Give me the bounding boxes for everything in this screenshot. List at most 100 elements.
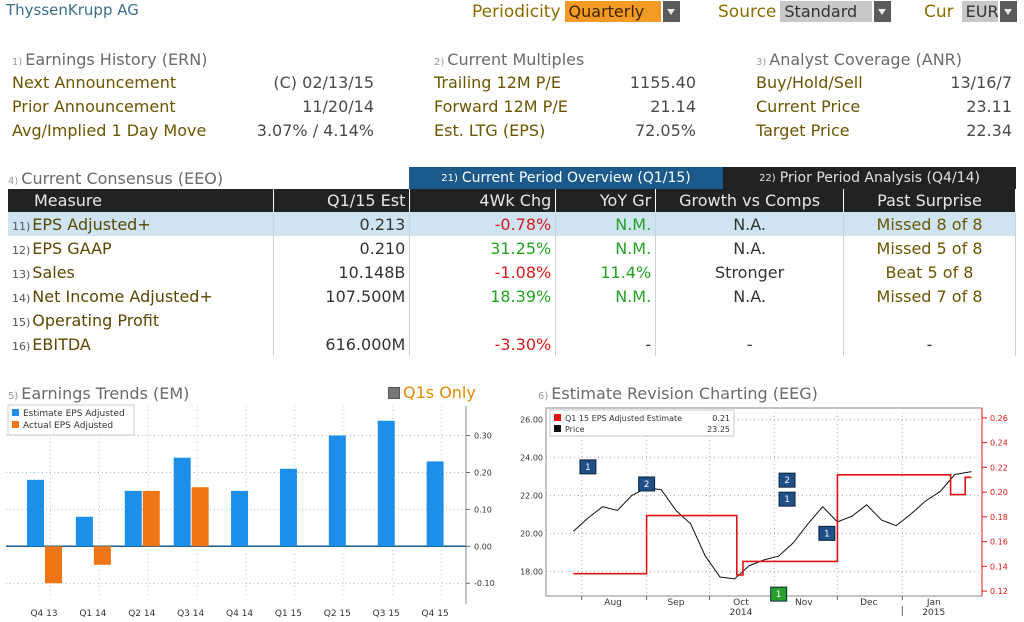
bar-estimate[interactable] [27,479,44,547]
col-header-past-surprise[interactable]: Past Surprise [843,189,1016,212]
table-row[interactable]: 12) EPS GAAP 0.210 31.25% N.M. N.A. Missed 5 o… [8,236,1016,260]
tab-current-period-overview[interactable]: 21) Current Period Overview (Q1/15) [409,167,723,189]
bar-estimate[interactable] [426,461,444,547]
y-tick-label: 0.10 [474,505,492,514]
section-number: 5) [8,391,19,402]
revision-annotation-badge[interactable] [638,476,656,492]
col-header-estimate[interactable]: Q1/15 Est [273,189,411,212]
past-surprise-cell: Beat 5 of 8 [843,260,1016,284]
earnings-trends-title[interactable]: 5) Earnings Trends (EM) [8,384,189,403]
forward-pe-value: 21.14 [650,97,696,116]
measure-cell: 15) Operating Profit [8,308,275,332]
estimate-series-line[interactable] [573,474,972,576]
col-header-4wk-chg[interactable]: 4Wk Chg [409,189,557,212]
currency-control: Cur EUR [924,0,1017,23]
bar-estimate[interactable] [124,490,142,547]
measure-cell: 12) EPS GAAP [8,236,275,260]
q1s-only-label: Q1s Only [403,383,476,402]
tab-prior-period-analysis[interactable]: 22) Prior Period Analysis (Q4/14) [723,167,1016,189]
q1s-only-toggle[interactable]: Q1s Only [388,383,476,402]
current-price-label: Current Price [756,97,861,116]
legend-box [549,409,735,437]
earnings-history-title[interactable]: 1) Earnings History (ERN) [12,50,207,69]
y-tick-label: -0.10 [474,579,495,588]
next-announcement-label: Next Announcement [12,73,177,92]
estimate-revision-chart[interactable]: 26.00 24.00 22.00 20.00 18.00 Aug Sep Oct Nov Dec… [512,402,1022,622]
section-title-text: Estimate Revision Charting (EEG) [551,384,818,403]
left-tick-label: 24.00 [520,453,543,462]
periodicity-dropdown-icon[interactable] [662,1,680,22]
bar-actual[interactable] [191,487,209,547]
analyst-coverage-title[interactable]: 3) Analyst Coverage (ANR) [756,50,962,69]
x-tick-label: Q2 14 [128,609,155,619]
legend-label: Price [565,425,585,434]
right-tick-label: 0.20 [990,488,1008,497]
left-tick-label: 18.00 [520,567,543,576]
tab-label: Current Period Overview (Q1/15) [461,170,691,186]
table-row[interactable]: 14) Net Income Adjusted+ 107.500M 18.39% N.M… [8,284,1016,308]
prior-announcement-value: 11/20/14 [302,97,374,116]
left-tick-label: 20.00 [520,529,543,538]
col-header-measure[interactable]: Measure [8,189,275,212]
revision-annotation-badge[interactable] [778,472,796,488]
currency-select[interactable]: EUR [961,1,999,22]
periodicity-control: Periodicity Quarterly [472,0,680,23]
current-consensus-title[interactable]: 4) Current Consensus (EEO) [8,169,223,188]
revision-annotation-badge[interactable] [579,459,597,475]
legend-box [7,404,135,436]
periodicity-select[interactable]: Quarterly [564,1,661,22]
bar-actual[interactable] [93,546,111,565]
estimate-cell: 616.000M [273,332,411,356]
annotation-label: 2 [784,476,790,486]
bar-estimate[interactable] [75,516,93,547]
earnings-trends-chart[interactable]: 0.30 0.20 0.10 0.00 -0.10 Q4 13 Q1 14 Q2 14 Q3 1… [6,402,506,622]
row-number: 16) [12,339,31,353]
yoy-gr-cell: - [555,332,657,356]
col-header-growth-vs-comps[interactable]: Growth vs Comps [655,189,845,212]
bar-estimate[interactable] [279,468,297,547]
bar-actual[interactable] [45,546,62,584]
currency-dropdown-icon[interactable] [999,1,1017,22]
section-number: 1) [12,57,23,68]
revision-annotation-badge[interactable] [770,586,788,602]
past-surprise-cell: Missed 7 of 8 [843,284,1016,308]
bar-estimate[interactable] [377,420,395,547]
table-header-row: Measure Q1/15 Est 4Wk Chg YoY Gr Growth … [8,189,1016,212]
bar-estimate[interactable] [173,457,191,547]
yoy-gr-cell: N.M. [555,284,657,308]
table-row[interactable]: 16) EBITDA 616.000M -3.30% - - - [8,332,1016,356]
trailing-pe-value: 1155.40 [629,73,696,92]
source-select[interactable]: Standard [780,1,873,22]
legend-swatch [554,425,561,432]
price-series-line[interactable] [572,471,972,580]
legend-swatch [12,421,19,428]
target-price-label: Target Price [756,121,850,140]
measure-cell: 13) Sales [8,260,275,284]
company-name: ThyssenKrupp AG [6,1,139,19]
tab-label: Prior Period Analysis (Q4/14) [779,170,980,186]
source-label: Source [718,1,777,22]
x-tick-label: Q1 14 [79,609,106,619]
legend-label: Actual EPS Adjusted [23,421,113,431]
legend-swatch [554,414,561,421]
bar-actual[interactable] [142,490,160,547]
table-row[interactable]: 15) Operating Profit [8,308,1016,332]
source-dropdown-icon[interactable] [874,1,892,22]
currency-label: Cur [924,1,954,22]
revision-annotation-badge[interactable] [818,525,836,541]
estimate-revision-title[interactable]: 6) Estimate Revision Charting (EEG) [538,384,818,403]
trailing-pe-label: Trailing 12M P/E [434,73,561,92]
revision-annotation-badge[interactable] [778,491,796,507]
col-header-yoy-gr[interactable]: YoY Gr [555,189,657,212]
bar-estimate[interactable] [231,490,249,547]
measure-label: Sales [32,262,75,282]
table-row[interactable]: 11) EPS Adjusted+ 0.213 -0.78% N.M. N.A. Misse… [8,212,1016,236]
estimate-cell: 107.500M [273,284,411,308]
bar-estimate[interactable] [328,435,346,547]
legend-label: Estimate EPS Adjusted [23,409,125,419]
4wk-chg-cell: 18.39% [409,284,557,308]
table-row[interactable]: 13) Sales 10.148B -1.08% 11.4% Stronger Beat 5… [8,260,1016,284]
checkbox-icon[interactable] [388,386,400,399]
current-multiples-title: 2) Current Multiples [434,50,584,69]
section-number: 4) [8,176,19,187]
